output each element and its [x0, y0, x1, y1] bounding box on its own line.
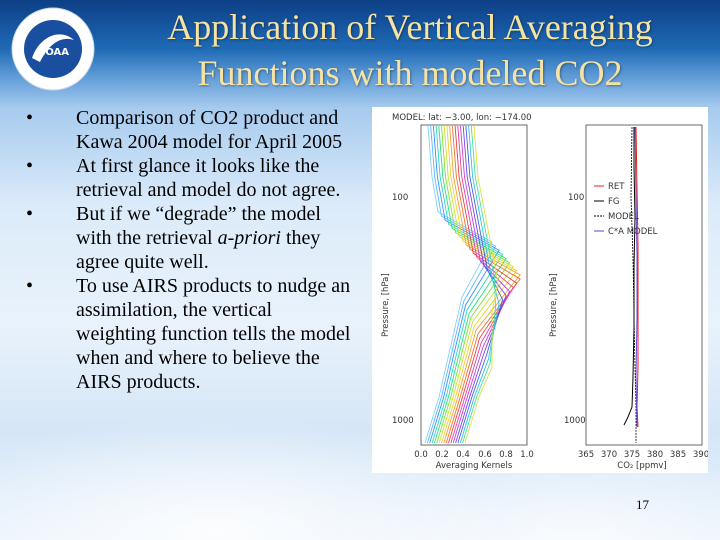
bullet-dot: •: [26, 155, 34, 177]
right-ylabel: Pressure, [hPa]: [549, 273, 559, 337]
left-xtick: 0.0: [414, 450, 428, 460]
model-profile-line: [630, 126, 637, 443]
left-xtick: 0.4: [456, 450, 470, 460]
averaging-kernel-curves: [424, 125, 521, 444]
bullet-text-before: But if we “degrade” the model with the r…: [76, 203, 321, 249]
averaging-kernel-curve: [445, 125, 521, 444]
left-xtick: 0.2: [435, 450, 449, 460]
list-item: • At first glance it looks like the retr…: [26, 154, 356, 202]
averaging-kernel-curve: [464, 125, 499, 444]
cam-model-profile-line: [634, 126, 638, 428]
averaging-kernel-curve: [431, 125, 504, 444]
averaging-kernel-curve: [424, 125, 493, 444]
averaging-kernel-curve: [443, 125, 521, 444]
list-item: • But if we “degrade” the model with the…: [26, 202, 356, 274]
legend-label-cam-model: C*A MODEL: [608, 227, 658, 237]
left-ytick-1000: 1000: [392, 416, 414, 426]
left-xticks: 0.0 0.2 0.4 0.6 0.8 1.0: [414, 450, 534, 460]
averaging-kernel-curve: [441, 125, 518, 444]
averaging-kernel-curve: [462, 125, 496, 444]
bullet-dot: •: [26, 107, 34, 129]
bullet-list: • Comparison of CO2 product and Kawa 200…: [26, 106, 356, 394]
averaging-kernel-curve: [436, 125, 511, 444]
right-ytick-100: 100: [568, 193, 584, 203]
left-xtick: 1.0: [520, 450, 534, 460]
averaging-kernel-curve: [426, 125, 497, 444]
page-title: Application of Vertical Averaging Functi…: [100, 4, 720, 96]
left-ytick-100: 100: [392, 193, 408, 203]
bullet-text: To use AIRS products to nudge an assimil…: [76, 275, 351, 393]
bullet-text-after: they agree quite well.: [76, 227, 321, 273]
right-xlabel: CO₂ [ppmv]: [617, 461, 666, 471]
right-xtick: 390: [693, 450, 708, 460]
right-plot-frame: [585, 124, 703, 446]
title-line-2: Functions with modeled CO2: [197, 53, 623, 93]
list-item: • To use AIRS products to nudge an assim…: [26, 274, 356, 394]
right-xtick: 370: [601, 450, 617, 460]
bullet-dot: •: [26, 275, 34, 297]
averaging-kernel-curve: [459, 125, 500, 444]
legend-label-fg: FG: [608, 197, 619, 207]
left-plot: 100 1000 Pressure, [hPa] 0.0 0.2 0.4 0.6…: [381, 124, 534, 471]
noaa-logo-icon: NOAA: [11, 7, 95, 91]
bullet-text-emphasis: a-priori: [217, 227, 281, 249]
slide-number: 17: [636, 497, 649, 512]
co2-figure: MODEL: lat: −3.00, lon: −174.00 100 1000…: [372, 107, 708, 473]
figure-header: MODEL: lat: −3.00, lon: −174.00: [392, 113, 532, 123]
title-line-1: Application of Vertical Averaging: [167, 7, 653, 47]
bullet-text: At first glance it looks like the retrie…: [76, 155, 341, 201]
right-ytick-1000: 1000: [564, 416, 586, 426]
averaging-kernel-curve: [438, 125, 514, 444]
right-xtick: 375: [624, 450, 640, 460]
figure-svg: MODEL: lat: −3.00, lon: −174.00 100 1000…: [381, 113, 708, 471]
averaging-kernel-curve: [448, 125, 518, 444]
list-item: • Comparison of CO2 product and Kawa 200…: [26, 106, 356, 154]
legend-label-model: MODEL: [608, 212, 639, 222]
right-plot: 100 1000 Pressure, [hPa] 365 370 375 380…: [549, 124, 708, 471]
right-legend: RET FG MODEL C*A MODEL: [594, 182, 658, 237]
averaging-kernel-curve: [452, 125, 511, 444]
averaging-kernel-curve: [455, 125, 507, 444]
right-xticks: 365 370 375 380 385 390: [578, 450, 708, 460]
left-ylabel: Pressure, [hPa]: [381, 273, 391, 337]
fg-profile-line: [623, 127, 636, 426]
bullet-dot: •: [26, 203, 34, 225]
title-band: NOAA Application of Vertical Averaging F…: [0, 0, 720, 100]
left-xlabel: Averaging Kernels: [436, 461, 513, 471]
logo-text: NOAA: [37, 47, 69, 58]
right-xtick: 385: [670, 450, 686, 460]
averaging-kernel-curve: [457, 125, 504, 444]
averaging-kernel-curve: [450, 125, 514, 444]
averaging-kernel-curve: [433, 125, 507, 444]
left-xtick: 0.6: [478, 450, 492, 460]
right-xtick: 380: [647, 450, 663, 460]
left-plot-frame: [420, 124, 528, 446]
legend-label-ret: RET: [608, 182, 625, 192]
averaging-kernel-curve: [429, 125, 500, 444]
left-xtick: 0.8: [499, 450, 513, 460]
bullet-text: Comparison of CO2 product and Kawa 2004 …: [76, 107, 343, 153]
right-xtick: 365: [578, 450, 594, 460]
